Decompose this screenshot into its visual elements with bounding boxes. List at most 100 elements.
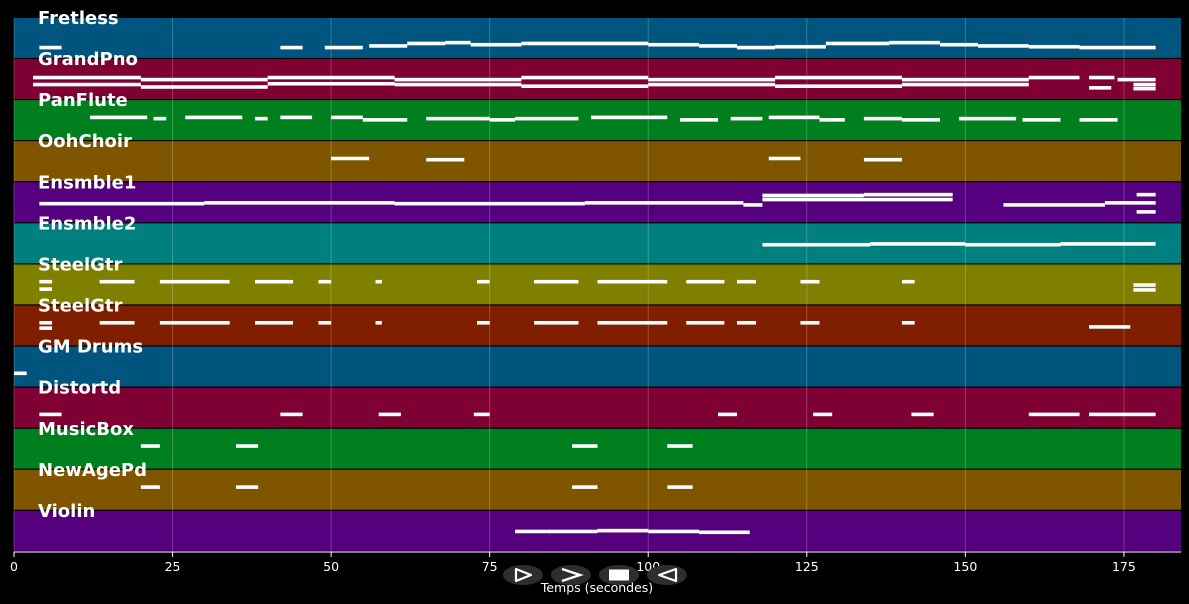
- rewind-button[interactable]: [647, 565, 687, 585]
- note-mark: [648, 42, 699, 47]
- note-mark: [718, 412, 738, 417]
- note-mark: [737, 279, 757, 284]
- note-mark: [819, 118, 845, 122]
- note-mark: [1089, 86, 1112, 90]
- note-mark: [476, 279, 490, 284]
- track-lane: [14, 346, 1181, 387]
- note-mark: [375, 320, 382, 325]
- note-mark: [280, 115, 313, 120]
- note-mark: [737, 45, 776, 50]
- note-mark: [318, 279, 332, 284]
- track-label: GrandPno: [38, 49, 138, 70]
- note-mark: [939, 42, 979, 47]
- note-mark: [39, 287, 53, 291]
- note-mark: [185, 115, 243, 120]
- note-mark: [331, 156, 370, 161]
- note-mark: [1136, 210, 1156, 214]
- note-mark: [911, 412, 934, 417]
- note-mark: [597, 279, 668, 284]
- note-mark: [369, 44, 408, 48]
- note-mark: [730, 116, 763, 121]
- note-mark: [768, 156, 801, 161]
- note-mark: [280, 412, 303, 417]
- note-mark: [901, 118, 940, 122]
- note-mark: [159, 279, 230, 284]
- note-mark: [591, 115, 668, 120]
- note-mark: [1133, 82, 1156, 87]
- note-mark: [235, 485, 259, 489]
- note-mark: [153, 116, 167, 121]
- track-label: SteelGtr: [38, 296, 123, 317]
- x-tick-label: 25: [165, 559, 181, 574]
- note-mark: [394, 82, 522, 87]
- note-mark: [90, 115, 148, 120]
- note-mark: [768, 115, 820, 120]
- track-lanes: [14, 18, 1181, 551]
- note-mark: [679, 118, 719, 122]
- x-axis-title: Temps (secondes): [540, 580, 653, 595]
- note-mark: [204, 201, 395, 205]
- note-mark: [255, 116, 268, 121]
- note-mark: [901, 82, 1029, 87]
- note-mark: [901, 320, 915, 325]
- note-mark: [39, 45, 62, 50]
- note-mark: [394, 201, 585, 206]
- track-label: Distortd: [38, 378, 121, 399]
- note-mark: [959, 116, 1017, 121]
- note-mark: [375, 279, 382, 284]
- note-mark: [686, 320, 725, 325]
- note-mark: [889, 40, 940, 45]
- note-mark: [140, 77, 268, 82]
- note-mark: [978, 44, 1029, 48]
- note-mark: [426, 116, 490, 121]
- note-mark: [572, 444, 598, 448]
- note-mark: [863, 157, 902, 162]
- note-mark: [863, 192, 953, 197]
- x-tick-label: 50: [323, 559, 339, 574]
- track-label: Ensmble1: [38, 172, 136, 193]
- note-mark: [99, 279, 135, 284]
- x-tick-label: 75: [482, 559, 498, 574]
- note-mark: [426, 157, 465, 162]
- track-lane: [14, 428, 1181, 469]
- note-mark: [1028, 75, 1080, 80]
- note-mark: [775, 44, 826, 49]
- note-mark: [159, 320, 230, 325]
- play-button[interactable]: [503, 565, 543, 585]
- note-mark: [521, 75, 649, 80]
- x-tick-label: 125: [795, 559, 819, 574]
- note-mark: [597, 528, 649, 533]
- track-label: MusicBox: [38, 419, 134, 440]
- note-mark: [737, 320, 757, 325]
- stop-button[interactable]: [599, 565, 639, 585]
- note-mark: [39, 320, 53, 325]
- note-mark: [775, 75, 902, 80]
- note-mark: [521, 41, 598, 46]
- note-mark: [648, 82, 776, 87]
- x-tick-label: 175: [1112, 559, 1136, 574]
- vertical-gridlines: [13, 18, 1125, 552]
- note-mark: [1089, 412, 1156, 417]
- note-mark: [572, 485, 598, 489]
- note-mark: [267, 81, 395, 86]
- note-mark: [515, 116, 579, 121]
- track-label: Fretless: [38, 8, 119, 29]
- note-mark: [39, 201, 205, 206]
- track-label: GM Drums: [38, 337, 143, 358]
- note-mark: [534, 320, 579, 325]
- note-mark: [965, 242, 1061, 247]
- note-mark: [534, 279, 579, 284]
- note-mark: [1104, 201, 1156, 205]
- note-mark: [407, 41, 446, 46]
- note-mark: [515, 529, 547, 534]
- note-mark: [901, 279, 915, 284]
- note-mark: [1003, 203, 1105, 207]
- x-tick-label: 150: [953, 559, 977, 574]
- note-mark: [33, 82, 141, 87]
- note-mark: [1117, 77, 1156, 82]
- forward-button[interactable]: [551, 565, 591, 585]
- note-mark: [825, 41, 890, 46]
- note-mark: [318, 320, 332, 325]
- track-labels: Fretless GrandPno PanFlute OohChoir Ensmble1…: [38, 8, 147, 522]
- note-mark: [813, 412, 833, 417]
